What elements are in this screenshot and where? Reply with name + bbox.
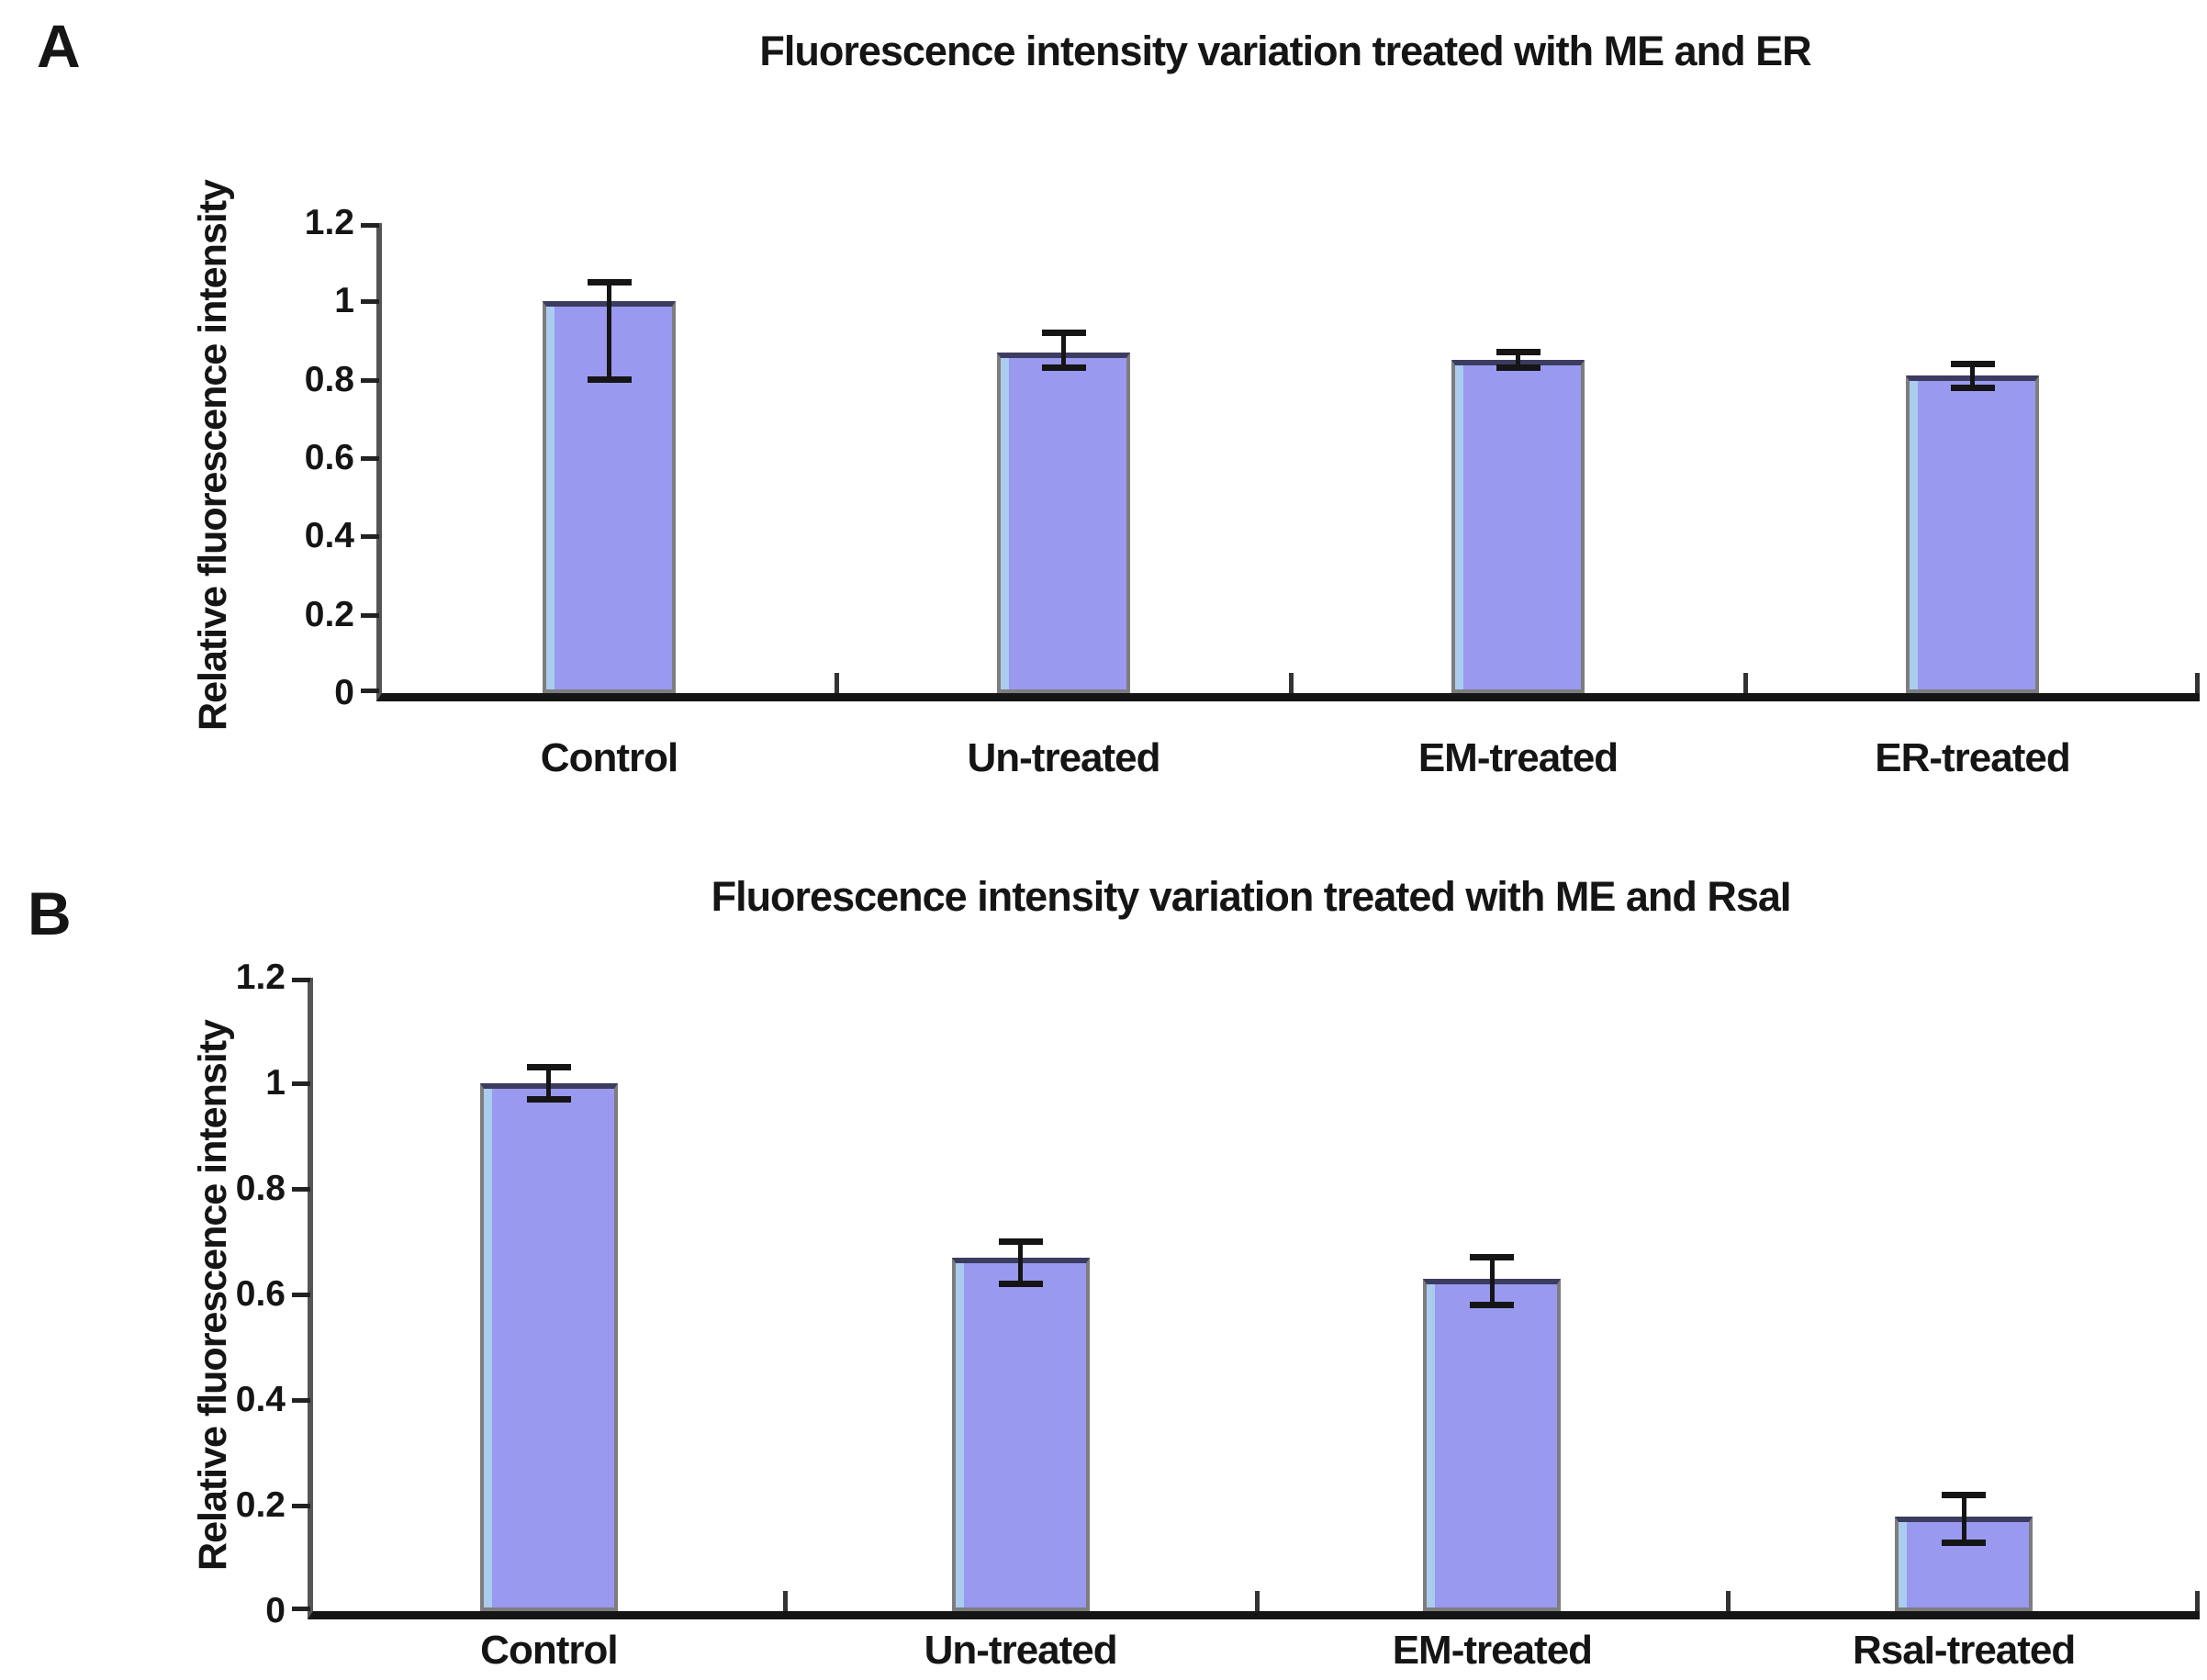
- error-bar-er-treated: [1970, 364, 1975, 388]
- y-tick-0.8: [361, 377, 379, 383]
- error-bar-cap-bottom-control: [526, 1095, 571, 1103]
- y-tick-label-0.6: 0.6: [304, 438, 354, 477]
- error-bar-em-treated: [1489, 1257, 1495, 1305]
- error-bar-control: [607, 282, 611, 380]
- y-tick-label-0.8: 0.8: [304, 359, 354, 399]
- error-bar-cap-top-control: [526, 1064, 571, 1071]
- bar-un-treated: [951, 1257, 1090, 1611]
- y-tick-label-1.2: 1.2: [235, 958, 286, 997]
- error-bar-cap-bottom-em-treated: [1470, 1302, 1515, 1308]
- y-tick-1.2: [361, 223, 379, 228]
- x-category-label-un-treated: Un-treated: [924, 1628, 1118, 1673]
- panel-b: B Fluorescence intensity variation treat…: [0, 840, 2207, 1680]
- x-axis-tick: [835, 673, 839, 693]
- x-axis-tick: [1743, 673, 1748, 693]
- y-tick-label-1.2: 1.2: [304, 203, 354, 242]
- y-tick-0: [361, 689, 379, 693]
- panel-a-title: Fluorescence intensity variation treated…: [759, 28, 1811, 74]
- error-bar-cap-bottom-un-treated: [1041, 364, 1086, 372]
- error-bar-cap-top-em-treated: [1496, 349, 1540, 356]
- error-bar-un-treated: [1061, 332, 1066, 368]
- x-category-label-er-treated: ER-treated: [1875, 735, 2071, 780]
- bar-control: [479, 1083, 618, 1611]
- y-tick-0.8: [292, 1187, 310, 1192]
- error-bar-rsai-treated: [1961, 1495, 1966, 1543]
- panel-b-plot-area: 0 0.2 0.4 0.6 0.8 1 1.2 Control Un-treated EM-tre…: [236, 958, 2200, 1673]
- bar-un-treated: [997, 352, 1130, 693]
- y-tick-0: [292, 1607, 310, 1611]
- y-tick-label-1: 1: [265, 1063, 286, 1103]
- x-axis-tick: [782, 1591, 788, 1611]
- y-tick-0.6: [292, 1293, 310, 1297]
- panel-b-title: Fluorescence intensity variation treated…: [711, 873, 1792, 920]
- y-tick-label-0.2: 0.2: [304, 594, 354, 634]
- x-category-label-control: Control: [540, 735, 678, 780]
- x-axis-tick: [2195, 673, 2200, 693]
- x-axis-tick: [1254, 1591, 1260, 1611]
- panel-b-letter: B: [28, 879, 73, 947]
- error-bar-cap-top-control: [587, 278, 632, 286]
- panel-a: A Fluorescence intensity variation treat…: [37, 12, 2200, 780]
- y-tick-0.2: [361, 612, 379, 618]
- y-tick-1: [361, 299, 379, 305]
- y-tick-0.6: [361, 456, 379, 461]
- error-bar-cap-top-em-treated: [1470, 1254, 1515, 1261]
- bar-er-treated: [1906, 375, 2039, 693]
- y-tick-1.2: [292, 978, 310, 982]
- panel-a-letter: A: [37, 12, 82, 80]
- x-axis-tick: [1289, 673, 1294, 693]
- error-bar-cap-bottom-control: [587, 376, 632, 384]
- x-category-label-un-treated: Un-treated: [967, 735, 1160, 780]
- bar-em-treated: [1451, 360, 1585, 693]
- x-category-label-control: Control: [480, 1628, 618, 1673]
- y-tick-1: [292, 1081, 310, 1086]
- x-category-label-rsai-treated: RsaI-treated: [1852, 1628, 2076, 1673]
- y-tick-0.4: [361, 534, 379, 540]
- error-bar-cap-bottom-rsai-treated: [1942, 1539, 1987, 1546]
- y-tick-label-0.4: 0.4: [304, 516, 354, 556]
- y-tick-label-0: 0: [265, 1591, 286, 1630]
- error-bar-em-treated: [1516, 352, 1520, 368]
- y-tick-label-0.6: 0.6: [235, 1274, 286, 1314]
- error-bar-cap-bottom-er-treated: [1950, 384, 1995, 391]
- error-bar-cap-top-er-treated: [1950, 361, 1995, 368]
- error-bar-cap-bottom-em-treated: [1496, 364, 1540, 372]
- y-tick-label-0.4: 0.4: [235, 1380, 286, 1419]
- error-bar-control: [546, 1067, 552, 1100]
- error-bar-cap-top-rsai-treated: [1942, 1492, 1987, 1498]
- error-bar-cap-top-un-treated: [998, 1238, 1043, 1245]
- y-tick-0.2: [292, 1504, 310, 1508]
- bar-em-treated: [1423, 1278, 1562, 1611]
- panel-a-plot-area: 0 0.2 0.4 0.6 0.8 1 1.2 Control Un-treated EM-tre…: [305, 203, 2200, 780]
- error-bar-un-treated: [1018, 1241, 1024, 1284]
- x-category-label-em-treated: EM-treated: [1417, 735, 1619, 780]
- x-axis-tick: [2195, 1591, 2200, 1611]
- y-tick-label-1: 1: [334, 281, 354, 321]
- y-tick-label-0.8: 0.8: [235, 1169, 286, 1208]
- y-tick-label-0: 0: [334, 673, 354, 712]
- x-axis-tick: [1726, 1591, 1731, 1611]
- error-bar-cap-top-un-treated: [1041, 329, 1086, 336]
- y-tick-label-0.2: 0.2: [235, 1485, 286, 1525]
- x-category-label-em-treated: EM-treated: [1392, 1628, 1593, 1673]
- error-bar-cap-bottom-un-treated: [998, 1281, 1043, 1287]
- y-tick-0.4: [292, 1398, 310, 1403]
